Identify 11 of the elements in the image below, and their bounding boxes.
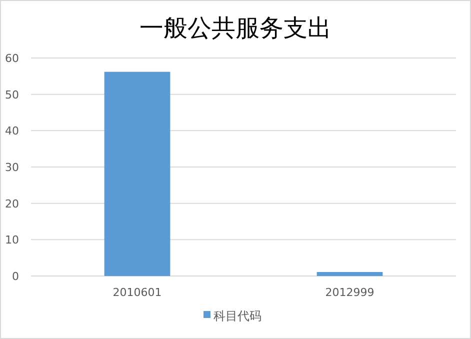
y-tick-label: 60 — [5, 52, 19, 65]
y-tick-label: 30 — [5, 161, 19, 174]
chart-title: 一般公共服务支出 — [140, 14, 332, 42]
legend-label: 科目代码 — [214, 309, 262, 323]
y-tick-label: 20 — [5, 197, 19, 210]
y-tick-label: 40 — [5, 124, 19, 138]
x-tick-label: 2010601 — [112, 286, 162, 299]
y-tick-label: 50 — [5, 88, 19, 102]
x-tick-label: 2012999 — [325, 286, 374, 299]
y-tick-label: 0 — [12, 270, 19, 283]
y-tick-label: 10 — [5, 234, 19, 247]
